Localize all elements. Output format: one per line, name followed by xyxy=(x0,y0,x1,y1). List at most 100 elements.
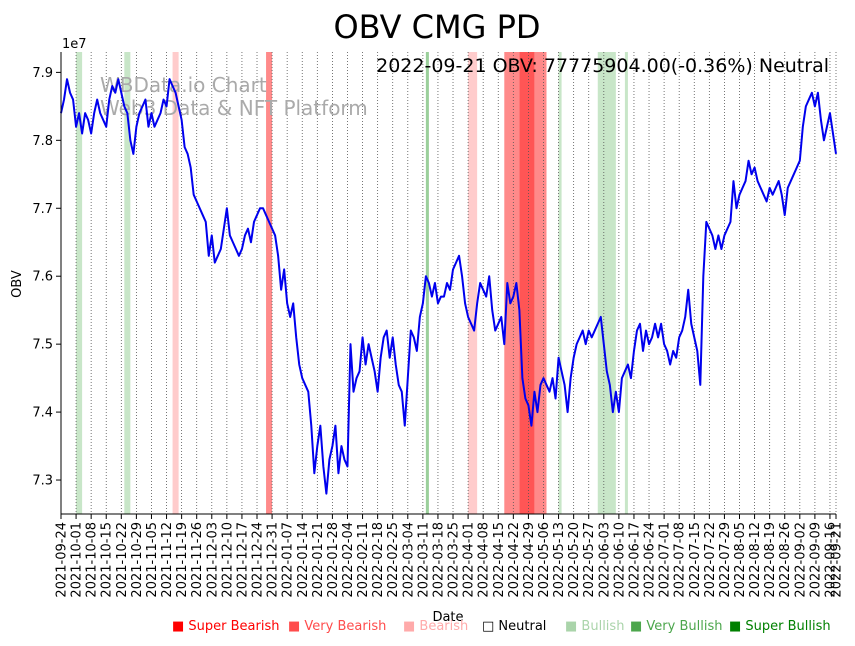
x-tick-label: 2021-10-08 xyxy=(85,522,100,598)
legend-marker: ■ xyxy=(729,619,746,634)
x-tick-label: 2022-01-07 xyxy=(281,522,296,598)
x-tick-label: 2022-07-29 xyxy=(718,522,733,598)
y-tick-label: 7.5 xyxy=(32,338,53,353)
x-tick-label: 2021-12-17 xyxy=(235,522,250,598)
legend-item-bullish: ■ Bullish xyxy=(565,619,624,634)
sentiment-span-1 xyxy=(124,52,131,514)
x-tick-label: 2022-04-15 xyxy=(492,522,507,598)
legend-item-bearish: ■ Bearish xyxy=(403,619,468,634)
x-tick-label: 2021-12-24 xyxy=(251,522,266,598)
x-tick-label: 2022-05-27 xyxy=(582,522,597,598)
x-tick-label: 2022-07-01 xyxy=(658,522,673,598)
legend-label: Super Bearish xyxy=(188,619,280,634)
x-tick-label: 2022-07-15 xyxy=(688,522,703,598)
x-tick-label: 2022-02-04 xyxy=(341,522,356,598)
x-tick-label: 2022-02-18 xyxy=(371,522,386,598)
x-tick-label: 2021-10-29 xyxy=(130,522,145,598)
x-tick-label: 2022-09-16 xyxy=(823,522,838,598)
legend: ■ Super Bearish ■ Very Bearish ■ Bearish □ … xyxy=(0,619,855,639)
sentiment-span-6 xyxy=(504,52,520,514)
legend-marker: ■ xyxy=(403,619,420,634)
x-tick-label: 2022-06-10 xyxy=(612,522,627,598)
x-axis-ticks: 2021-09-24 2021-10-01 2021-10-08 2021-10-15… xyxy=(55,514,845,598)
x-tick-label: 2022-01-21 xyxy=(311,522,326,598)
y-tick-label: 7.9 xyxy=(32,66,53,81)
date-gridlines xyxy=(60,52,837,514)
x-tick-label: 2021-12-03 xyxy=(205,522,220,598)
x-tick-label: 2022-03-18 xyxy=(431,522,446,598)
legend-label: Bearish xyxy=(419,619,469,634)
x-tick-label: 2022-05-20 xyxy=(567,522,582,598)
x-tick-label: 2021-11-26 xyxy=(190,522,205,598)
x-tick-label: 2022-02-11 xyxy=(356,522,371,598)
legend-label: Super Bullish xyxy=(745,619,831,634)
x-tick-label: 2021-11-12 xyxy=(160,522,175,598)
y-scale-label: 1e7 xyxy=(62,37,87,52)
sentiment-span-11 xyxy=(624,52,628,514)
x-tick-label: 2021-09-24 xyxy=(55,522,70,598)
chart-title: OBV CMG PD xyxy=(333,8,540,46)
legend-marker: ■ xyxy=(288,619,305,634)
legend-marker: □ xyxy=(482,619,499,634)
x-tick-label: 2021-12-31 xyxy=(266,522,281,598)
x-tick-label: 2022-05-06 xyxy=(537,522,552,598)
x-tick-label: 2022-09-21 xyxy=(830,522,845,598)
legend-label: Very Bearish xyxy=(304,619,387,634)
y-tick-label: 7.8 xyxy=(32,134,53,149)
sentiment-span-0 xyxy=(76,52,83,514)
x-tick-label: 2022-01-28 xyxy=(326,522,341,598)
x-axis-label: Date xyxy=(432,610,463,625)
sentiment-span-9 xyxy=(558,52,562,514)
axes xyxy=(60,52,836,515)
x-tick-label: 2022-08-05 xyxy=(733,522,748,598)
x-tick-label: 2021-10-22 xyxy=(115,522,130,598)
x-tick-label: 2022-06-24 xyxy=(643,522,658,598)
sentiment-spans xyxy=(76,52,628,514)
x-tick-label: 2022-08-19 xyxy=(763,522,778,598)
legend-label: Neutral xyxy=(498,619,547,634)
sentiment-span-3 xyxy=(266,52,273,514)
x-tick-label: 2022-06-17 xyxy=(627,522,642,598)
x-tick-label: 2022-09-09 xyxy=(808,522,823,598)
sentiment-span-4 xyxy=(425,52,429,514)
legend-item-very-bullish: ■ Very Bullish xyxy=(630,619,722,634)
x-tick-label: 2022-04-01 xyxy=(462,522,477,598)
y-tick-label: 7.3 xyxy=(32,474,53,489)
x-tick-label: 2022-03-04 xyxy=(401,522,416,598)
sentiment-span-8 xyxy=(534,52,547,514)
chart-annotation: 2022-09-21 OBV: 77775904.00(-0.36%) Neut… xyxy=(376,55,829,77)
x-tick-label: 2022-03-11 xyxy=(416,522,431,598)
y-axis-label: OBV xyxy=(10,270,25,298)
y-tick-label: 7.7 xyxy=(32,202,53,217)
legend-item-super-bearish: ■ Super Bearish xyxy=(172,619,280,634)
x-tick-label: 2021-12-10 xyxy=(220,522,235,598)
sentiment-span-5 xyxy=(468,52,478,514)
x-tick-label: 2022-05-13 xyxy=(552,522,567,598)
sentiment-span-7 xyxy=(519,52,535,514)
x-tick-label: 2022-02-25 xyxy=(386,522,401,598)
legend-marker: ■ xyxy=(565,619,582,634)
x-tick-label: 2022-06-03 xyxy=(597,522,612,598)
y-axis-ticks: 7.3 7.4 7.5 7.6 7.7 7.8 7.9 xyxy=(32,66,61,489)
legend-marker: ■ xyxy=(630,619,647,634)
y-tick-label: 7.6 xyxy=(32,270,53,285)
legend-label: Bullish xyxy=(581,619,625,634)
x-tick-label: 2022-04-29 xyxy=(522,522,537,598)
x-tick-label: 2022-04-22 xyxy=(507,522,522,598)
legend-item-neutral: □ Neutral xyxy=(482,619,546,634)
x-tick-label: 2021-10-15 xyxy=(100,522,115,598)
legend-label: Very Bullish xyxy=(646,619,723,634)
watermark-line-1: WBData.io Chart xyxy=(100,73,267,97)
x-tick-label: 2022-03-25 xyxy=(447,522,462,598)
x-tick-label: 2022-07-08 xyxy=(673,522,688,598)
sentiment-span-10 xyxy=(597,52,616,514)
x-tick-label: 2022-01-14 xyxy=(296,522,311,598)
x-tick-label: 2021-11-05 xyxy=(145,522,160,598)
x-tick-label: 2022-08-26 xyxy=(778,522,793,598)
x-tick-label: 2021-10-01 xyxy=(70,522,85,598)
legend-marker: ■ xyxy=(172,619,189,634)
watermark-line-2: Web3 Data & NFT Platform xyxy=(100,96,368,120)
y-tick-label: 7.4 xyxy=(32,406,53,421)
x-tick-label: 2022-08-12 xyxy=(748,522,763,598)
